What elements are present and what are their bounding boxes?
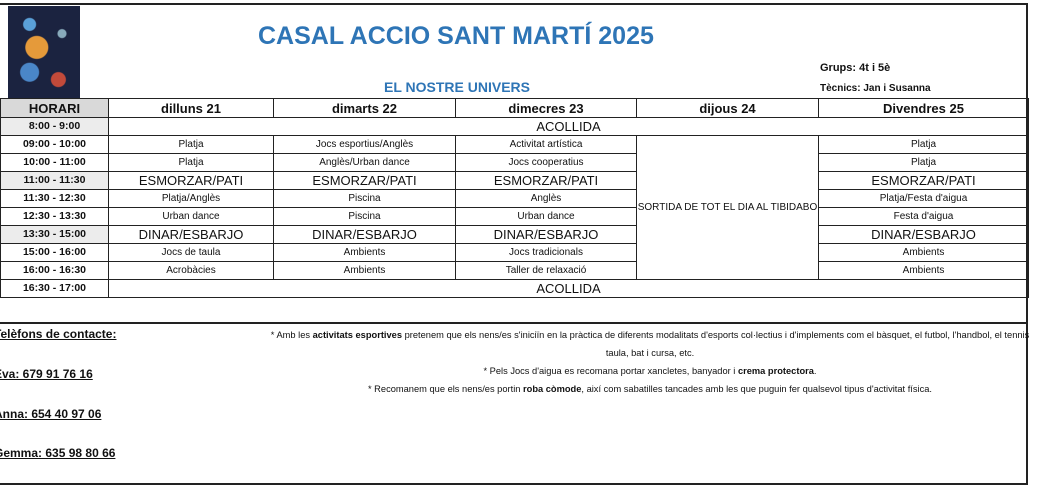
activity-cell: Acrobàcies xyxy=(108,261,274,280)
note-water: * Pels Jocs d'aigua es recomana portar x… xyxy=(483,366,817,376)
column-header: dimarts 22 xyxy=(273,98,456,118)
activity-cell: Taller de relaxació xyxy=(455,261,637,280)
activity-cell: Jocs cooperatius xyxy=(455,153,637,172)
table-row: 16:00 - 16:30 Acrobàcies Ambients Taller de… xyxy=(0,261,1029,280)
tecnics-label: Tècnics: Jan i Susanna xyxy=(820,83,931,94)
activity-cell: Platja xyxy=(108,153,274,172)
header-row: HORARI dilluns 21 dimarts 22 dimecres 23… xyxy=(0,98,1029,118)
divider xyxy=(0,322,1028,324)
notes-section: * Amb les activitats esportives pretenem… xyxy=(270,326,1030,398)
time-cell: 11:30 - 12:30 xyxy=(0,189,109,208)
activity-cell: ESMORZAR/PATI xyxy=(273,171,456,190)
contact-item: Eva: 679 91 76 16 xyxy=(0,367,93,381)
note-clothes: * Recomanem que els nens/es portin roba … xyxy=(367,384,933,394)
space-planets-logo xyxy=(8,6,80,98)
table-row: 12:30 - 13:30 Urban dance Piscina Urban dan… xyxy=(0,207,1029,226)
contact-item: Anna: 654 40 97 06 xyxy=(0,407,102,421)
time-cell: 11:00 - 11:30 xyxy=(0,171,109,190)
time-cell: 16:30 - 17:00 xyxy=(0,279,109,298)
time-cell: 8:00 - 9:00 xyxy=(0,117,109,136)
table-row: 10:00 - 11:00 Platja Anglès/Urban dance Joc… xyxy=(0,153,1029,172)
activity-cell: DINAR/ESBARJO xyxy=(273,225,456,244)
schedule-table: HORARI dilluns 21 dimarts 22 dimecres 23… xyxy=(0,98,1029,298)
activity-cell: Anglès/Urban dance xyxy=(273,153,456,172)
table-row: 16:30 - 17:00 ACOLLIDA xyxy=(0,279,1029,298)
activity-cell: Anglès xyxy=(455,189,637,208)
activity-cell: ESMORZAR/PATI xyxy=(108,171,274,190)
activity-cell: Piscina xyxy=(273,189,456,208)
table-row: 8:00 - 9:00 ACOLLIDA xyxy=(0,117,1029,136)
activity-cell: DINAR/ESBARJO xyxy=(818,225,1029,244)
acollida-cell: ACOLLIDA xyxy=(108,279,1029,298)
column-header: dijous 24 xyxy=(636,98,819,118)
activity-cell: Ambients xyxy=(273,261,456,280)
table-row: 09:00 - 10:00 Platja Jocs esportius/Anglès… xyxy=(0,135,1029,280)
note-sports: * Amb les activitats esportives pretenem… xyxy=(270,330,1030,358)
activity-cell: Platja xyxy=(818,135,1029,154)
page-subtitle: EL NOSTRE UNIVERS xyxy=(384,79,530,95)
activity-cell: ESMORZAR/PATI xyxy=(455,171,637,190)
activity-cell: Ambients xyxy=(818,243,1029,262)
activity-cell: DINAR/ESBARJO xyxy=(455,225,637,244)
time-cell: 09:00 - 10:00 xyxy=(0,135,109,154)
activity-cell: Ambients xyxy=(273,243,456,262)
activity-cell: Activitat artística xyxy=(455,135,637,154)
table-row: 15:00 - 16:00 Jocs de taula Ambients Jocs t… xyxy=(0,243,1029,262)
column-header: dimecres 23 xyxy=(455,98,637,118)
activity-cell: ESMORZAR/PATI xyxy=(818,171,1029,190)
dijous-excursion-cell: SORTIDA DE TOT EL DIA AL TIBIDABO xyxy=(636,135,819,280)
column-header: dilluns 21 xyxy=(108,98,274,118)
activity-cell: DINAR/ESBARJO xyxy=(108,225,274,244)
activity-cell: Platja xyxy=(108,135,274,154)
activity-cell: Jocs de taula xyxy=(108,243,274,262)
activity-cell: Urban dance xyxy=(108,207,274,226)
page-title: CASAL ACCIO SANT MARTÍ 2025 xyxy=(258,22,654,50)
column-header: Divendres 25 xyxy=(818,98,1029,118)
table-row: 13:30 - 15:00 DINAR/ESBARJO DINAR/ESBARJO D… xyxy=(0,225,1029,244)
time-cell: 12:30 - 13:30 xyxy=(0,207,109,226)
activity-cell: Platja/Festa d'aigua xyxy=(818,189,1029,208)
contacts-heading: Telèfons de contacte: xyxy=(0,327,117,341)
column-header: HORARI xyxy=(0,98,109,118)
table-row: 11:30 - 12:30 Platja/Anglès Piscina Anglès P… xyxy=(0,189,1029,208)
time-cell: 10:00 - 11:00 xyxy=(0,153,109,172)
activity-cell: Ambients xyxy=(818,261,1029,280)
time-cell: 15:00 - 16:00 xyxy=(0,243,109,262)
activity-cell: Urban dance xyxy=(455,207,637,226)
activity-cell: Piscina xyxy=(273,207,456,226)
time-cell: 16:00 - 16:30 xyxy=(0,261,109,280)
activity-cell: Platja xyxy=(818,153,1029,172)
table-row: 11:00 - 11:30 ESMORZAR/PATI ESMORZAR/PATI E… xyxy=(0,171,1029,190)
activity-cell: Platja/Anglès xyxy=(108,189,274,208)
activity-cell: Jocs esportius/Anglès xyxy=(273,135,456,154)
contact-item: Gemma: 635 98 80 66 xyxy=(0,446,116,460)
acollida-cell: ACOLLIDA xyxy=(108,117,1029,136)
time-cell: 13:30 - 15:00 xyxy=(0,225,109,244)
activity-cell: Jocs tradicionals xyxy=(455,243,637,262)
activity-cell: Festa d'aigua xyxy=(818,207,1029,226)
groups-label: Grups: 4t i 5è xyxy=(820,62,891,74)
